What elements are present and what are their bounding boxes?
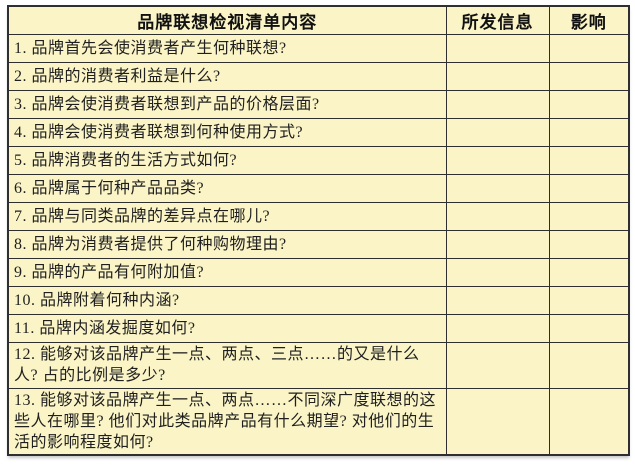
impact-cell xyxy=(548,257,630,287)
table-row: 4. 品牌会使消费者联想到何种使用方式? xyxy=(7,117,630,147)
table-row: 9. 品牌的产品有何附加值? xyxy=(7,257,630,287)
impact-cell xyxy=(548,61,630,91)
info-cell xyxy=(445,313,550,343)
impact-cell xyxy=(548,145,630,175)
question-cell: 1. 品牌首先会使消费者产生何种联想? xyxy=(7,33,447,63)
table-row: 12. 能够对该品牌产生一点、两点、三点……的又是什么人? 占的比例是多少? xyxy=(7,341,630,389)
question-cell: 3. 品牌会使消费者联想到产品的价格层面? xyxy=(7,89,447,119)
header-content-label: 品牌联想检视清单内容 xyxy=(7,5,447,35)
table-row: 13. 能够对该品牌产生一点、两点……不同深广度联想的这些人在哪里? 他们对此类… xyxy=(7,387,630,455)
question-cell: 10. 品牌附着何种内涵? xyxy=(7,285,447,315)
impact-cell xyxy=(548,313,630,343)
table-row: 3. 品牌会使消费者联想到产品的价格层面? xyxy=(7,89,630,119)
table-row: 11. 品牌内涵发掘度如何? xyxy=(7,313,630,343)
question-cell: 11. 品牌内涵发掘度如何? xyxy=(7,313,447,343)
header-impact-label: 影响 xyxy=(548,5,630,35)
info-cell xyxy=(445,341,550,389)
impact-cell xyxy=(548,33,630,63)
table-row: 10. 品牌附着何种内涵? xyxy=(7,285,630,315)
info-cell xyxy=(445,257,550,287)
impact-cell xyxy=(548,341,630,389)
checklist-body: 1. 品牌首先会使消费者产生何种联想? 2. 品牌的消费者利益是什么? 3. 品牌会… xyxy=(7,33,630,455)
info-cell xyxy=(445,89,550,119)
impact-cell xyxy=(548,387,630,455)
impact-cell xyxy=(548,89,630,119)
info-cell xyxy=(445,61,550,91)
info-cell xyxy=(445,201,550,231)
info-cell xyxy=(445,387,550,455)
header-row: 品牌联想检视清单内容 所发信息 影响 xyxy=(7,5,630,35)
info-cell xyxy=(445,285,550,315)
info-cell xyxy=(445,33,550,63)
header-info-label: 所发信息 xyxy=(445,5,550,35)
question-cell: 8. 品牌为消费者提供了何种购物理由? xyxy=(7,229,447,259)
table-row: 7. 品牌与同类品牌的差异点在哪儿? xyxy=(7,201,630,231)
info-cell xyxy=(445,117,550,147)
question-cell: 7. 品牌与同类品牌的差异点在哪儿? xyxy=(7,201,447,231)
impact-cell xyxy=(548,117,630,147)
info-cell xyxy=(445,173,550,203)
question-cell: 5. 品牌消费者的生活方式如何? xyxy=(7,145,447,175)
info-cell xyxy=(445,145,550,175)
impact-cell xyxy=(548,173,630,203)
question-cell: 12. 能够对该品牌产生一点、两点、三点……的又是什么人? 占的比例是多少? xyxy=(7,341,447,389)
impact-cell xyxy=(548,229,630,259)
question-cell: 6. 品牌属于何种产品品类? xyxy=(7,173,447,203)
table-row: 1. 品牌首先会使消费者产生何种联想? xyxy=(7,33,630,63)
table-row: 8. 品牌为消费者提供了何种购物理由? xyxy=(7,229,630,259)
question-cell: 13. 能够对该品牌产生一点、两点……不同深广度联想的这些人在哪里? 他们对此类… xyxy=(7,387,447,455)
impact-cell xyxy=(548,285,630,315)
question-cell: 2. 品牌的消费者利益是什么? xyxy=(7,61,447,91)
table-row: 5. 品牌消费者的生活方式如何? xyxy=(7,145,630,175)
table-row: 6. 品牌属于何种产品品类? xyxy=(7,173,630,203)
table-row: 2. 品牌的消费者利益是什么? xyxy=(7,61,630,91)
impact-cell xyxy=(548,201,630,231)
question-cell: 4. 品牌会使消费者联想到何种使用方式? xyxy=(7,117,447,147)
question-cell: 9. 品牌的产品有何附加值? xyxy=(7,257,447,287)
brand-association-checklist-table: 品牌联想检视清单内容 所发信息 影响 1. 品牌首先会使消费者产生何种联想? 2.… xyxy=(7,5,630,456)
info-cell xyxy=(445,229,550,259)
